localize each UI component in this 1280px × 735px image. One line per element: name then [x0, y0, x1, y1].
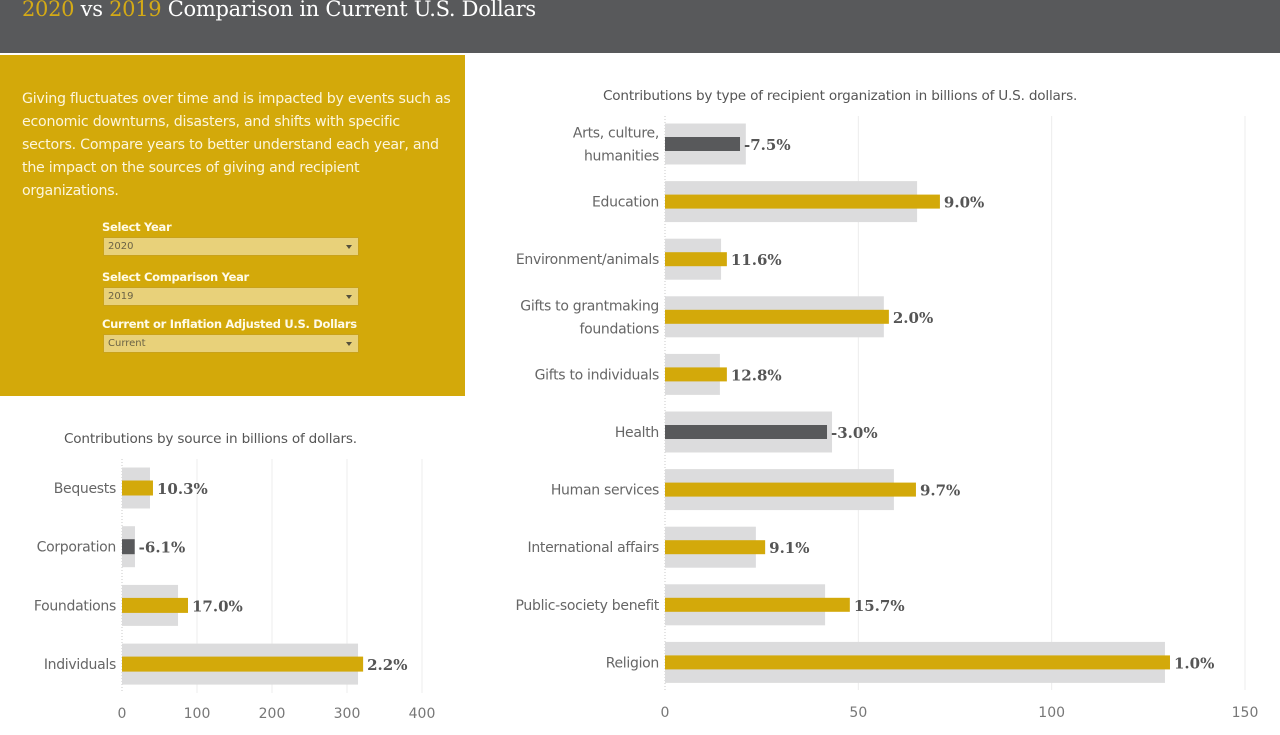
category-label: International affairs — [528, 540, 659, 556]
selected-year-bar — [665, 367, 727, 382]
category-label: Religion — [606, 655, 659, 671]
pct-change-label: -6.1% — [139, 539, 186, 557]
category-label: Education — [592, 195, 659, 211]
category-label: Public-society benefit — [516, 598, 660, 614]
selected-year-bar — [665, 137, 741, 151]
header-divider — [0, 53, 1280, 55]
comparison-year-label: Select Comparison Year — [102, 270, 249, 284]
source-bar-chart: 0 100 200 300 400 Bequests 10.3% Corporation -6.… — [34, 459, 436, 722]
selected-year-bar — [665, 425, 828, 439]
title-rest: Comparison in Current U.S. Dollars — [167, 0, 536, 21]
category-label: Arts, culture, — [573, 126, 659, 142]
pct-change-label: 9.0% — [944, 194, 984, 212]
comparison-year-value: 2019 — [108, 291, 134, 302]
pct-change-label: -7.5% — [744, 136, 791, 154]
category-label: Gifts to grantmaking — [520, 298, 659, 314]
page-title: 2020 vs 2019 Comparison in Current U.S. … — [22, 0, 536, 21]
x-tick-label: 50 — [849, 705, 867, 721]
pct-change-label: 12.8% — [731, 366, 782, 384]
source-chart-title: Contributions by source in billions of d… — [64, 431, 357, 447]
recipient-chart-title: Contributions by type of recipient organ… — [603, 88, 1078, 104]
category-label: humanities — [584, 149, 659, 165]
chevron-down-icon — [346, 295, 352, 299]
category-label: Individuals — [44, 657, 116, 673]
pct-change-label: 2.2% — [367, 656, 407, 674]
filter-panel: Giving fluctuates over time and is impac… — [0, 55, 465, 396]
select-year-dropdown[interactable]: 2020 — [103, 237, 359, 256]
dashboard-header: 2020 vs 2019 Comparison in Current U.S. … — [0, 0, 1280, 53]
x-tick-label: 0 — [661, 705, 670, 721]
x-tick-label: 0 — [118, 706, 127, 722]
pct-change-label: 9.1% — [769, 539, 809, 557]
selected-year-title: 2020 — [22, 0, 75, 21]
select-year-label: Select Year — [102, 220, 172, 234]
selected-year-bar — [122, 597, 188, 613]
pct-change-label: 2.0% — [893, 309, 933, 327]
comparison-year-title: 2019 — [109, 0, 162, 21]
selected-year-bar — [665, 655, 1170, 670]
select-year-value: 2020 — [108, 241, 134, 252]
comparison-year-dropdown[interactable]: 2019 — [103, 287, 359, 306]
category-label: Foundations — [34, 598, 116, 614]
x-tick-label: 100 — [1038, 705, 1065, 721]
recipient-bar-chart: 0 50 100 150 Arts, culture, humanities -7.5% Ed… — [516, 116, 1259, 721]
pct-change-label: 15.7% — [854, 597, 905, 615]
selected-year-bar — [665, 252, 727, 267]
panel-description: Giving fluctuates over time and is impac… — [22, 91, 451, 199]
selected-year-bar — [665, 597, 850, 612]
category-label: Human services — [551, 483, 659, 499]
chevron-down-icon — [346, 245, 352, 249]
dollar-type-label: Current or Inflation Adjusted U.S. Dolla… — [102, 317, 357, 331]
category-label: foundations — [579, 321, 659, 337]
selected-year-bar — [665, 309, 889, 324]
selected-year-bar — [122, 480, 153, 496]
pct-change-label: 1.0% — [1174, 654, 1214, 672]
x-tick-label: 300 — [334, 706, 361, 722]
dollar-type-value: Current — [108, 338, 146, 349]
dollar-type-dropdown[interactable]: Current — [103, 334, 359, 353]
category-label: Environment/animals — [516, 252, 659, 268]
selected-year-bar — [665, 540, 766, 555]
category-label: Gifts to individuals — [535, 367, 659, 383]
pct-change-label: 17.0% — [192, 597, 243, 615]
selected-year-bar — [122, 539, 135, 555]
category-label: Health — [615, 425, 659, 441]
pct-change-label: 10.3% — [157, 480, 208, 498]
category-label: Corporation — [37, 540, 116, 556]
category-label: Bequests — [54, 481, 116, 497]
chevron-down-icon — [346, 342, 352, 346]
pct-change-label: -3.0% — [831, 424, 878, 442]
selected-year-bar — [122, 656, 364, 672]
selected-year-bar — [665, 482, 916, 497]
x-tick-label: 400 — [409, 706, 436, 722]
x-tick-label: 200 — [259, 706, 286, 722]
selected-year-bar — [665, 194, 940, 209]
pct-change-label: 9.7% — [920, 482, 960, 500]
pct-change-label: 11.6% — [731, 251, 782, 269]
title-vs: vs — [80, 0, 103, 21]
x-tick-label: 100 — [184, 706, 211, 722]
x-tick-label: 150 — [1232, 705, 1259, 721]
